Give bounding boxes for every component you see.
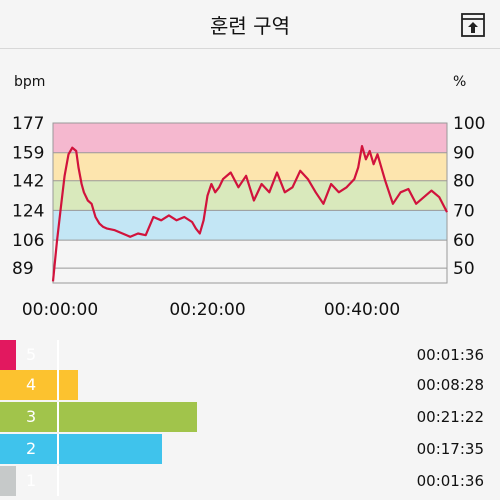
zone-row-1: 1 00:01:36 — [0, 466, 500, 496]
zone-number: 3 — [26, 407, 37, 426]
zone-number: 4 — [26, 375, 37, 394]
zone-bar — [0, 370, 78, 400]
zone-bar-divider — [57, 340, 59, 370]
heart-rate-line — [51, 144, 448, 282]
zone-time: 00:01:36 — [416, 346, 484, 364]
left-tick-label: 142 — [12, 172, 44, 192]
zone-time: 00:21:22 — [416, 408, 484, 426]
left-tick-label: 106 — [12, 231, 44, 251]
right-tick-label: 70 — [453, 201, 475, 221]
zone-number: 5 — [26, 345, 37, 364]
x-tick-label: 00:40:00 — [324, 300, 400, 320]
zone-bar — [0, 340, 16, 370]
zone-band-2 — [53, 210, 447, 241]
zone-time: 00:08:28 — [416, 376, 484, 394]
page-title: 훈련 구역 — [210, 14, 290, 38]
left-tick-label: 177 — [12, 114, 44, 134]
zone-row-4: 4 00:08:28 — [0, 370, 500, 400]
y-axis-label-right: % — [453, 74, 466, 90]
left-tick-label: 124 — [12, 201, 44, 221]
zone-bar — [0, 434, 162, 464]
app-header: 훈련 구역 — [0, 0, 500, 49]
zone-time: 00:17:35 — [416, 440, 484, 458]
right-tick-label: 80 — [453, 172, 475, 192]
zone-number: 2 — [26, 439, 37, 458]
right-tick-label: 60 — [453, 231, 475, 251]
zone-band-5 — [53, 123, 447, 153]
zone-bar-divider — [57, 402, 59, 432]
right-tick-label: 50 — [453, 259, 475, 279]
zone-bar — [0, 402, 197, 432]
right-tick-label: 90 — [453, 144, 475, 164]
zone-bar-divider — [57, 466, 59, 496]
left-tick-label: 89 — [12, 259, 34, 279]
zone-bar-divider — [57, 434, 59, 464]
zone-number: 1 — [26, 471, 37, 490]
right-tick-label: 100 — [453, 114, 485, 134]
zone-bar — [0, 466, 16, 496]
x-tick-label: 00:20:00 — [169, 300, 245, 320]
y-axis-label-left: bpm — [14, 74, 45, 90]
export-icon[interactable] — [460, 12, 486, 38]
zone-bar-divider — [57, 370, 59, 400]
heart-rate-chart: bpm % 177 159 142 124 106 89 100 90 80 70 60 50 00:0… — [12, 74, 485, 320]
left-tick-label: 159 — [12, 144, 44, 164]
x-tick-label: 00:00:00 — [22, 300, 98, 320]
zone-row-3: 3 00:21:22 — [0, 402, 500, 432]
zone-row-2: 2 00:17:35 — [0, 434, 500, 464]
zone-band-4 — [53, 152, 447, 181]
zone-time: 00:01:36 — [416, 472, 484, 490]
zone-row-5: 5 00:01:36 — [0, 340, 500, 370]
